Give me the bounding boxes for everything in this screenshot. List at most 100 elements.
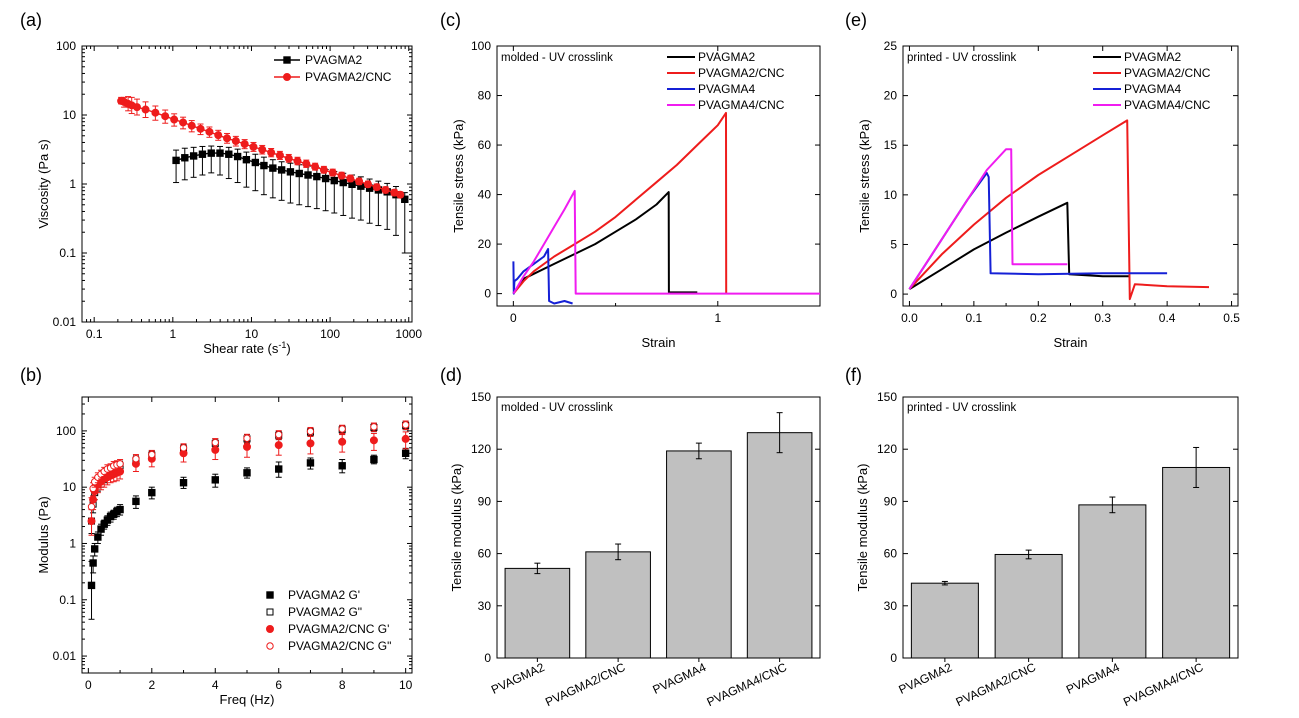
y-tick-label: 10	[63, 108, 77, 122]
data-point	[401, 421, 410, 429]
x-tick-label: 1000	[395, 327, 422, 341]
x-tick-label: 8	[339, 678, 346, 692]
panel-d: (d) 0 30 60 90 120 150 Tensile modulus (kPa) mol…	[440, 365, 821, 709]
data-point	[396, 190, 405, 199]
data-point	[274, 441, 283, 450]
legend: PVAGMA2 PVAGMA2/CNC PVAGMA4 PVAGMA4/CNC	[1093, 50, 1211, 112]
series-b-0	[87, 447, 410, 620]
data-point	[338, 462, 346, 470]
data-point	[94, 533, 102, 541]
y-tick-label: 0.1	[59, 246, 76, 260]
annotation: printed - UV crosslink	[907, 52, 1017, 64]
panel-e: (e) 0 5 10 15 20 25 0.0 0.1 0.2 0.3 0.4 0.5 Tensile s…	[845, 10, 1240, 350]
data-point	[284, 154, 293, 163]
y-tick-label: 20	[478, 237, 492, 251]
series-line-1	[512, 111, 728, 295]
x-tick-label: 1	[714, 311, 721, 325]
legend-label: PVAGMA2/CNC	[698, 66, 785, 80]
panel-label: (e)	[845, 10, 867, 30]
data-point	[306, 459, 315, 467]
y-tick-label: 150	[471, 390, 491, 404]
y-tick-label: 100	[471, 39, 491, 53]
y-tick-label: 0	[890, 287, 897, 301]
legend-marker	[283, 73, 291, 81]
x-axis-label: Strain	[642, 335, 676, 350]
data-point	[370, 455, 378, 464]
y-tick-label: 100	[56, 424, 76, 438]
data-point	[275, 465, 283, 473]
panel-label: (d)	[440, 365, 462, 385]
y-axis-label: Tensile modulus (kPa)	[855, 464, 870, 592]
data-point	[338, 425, 346, 433]
data-point	[258, 145, 267, 154]
data-point	[243, 434, 251, 442]
data-point	[306, 427, 315, 436]
data-point	[181, 154, 189, 162]
legend-marker	[266, 591, 274, 599]
y-tick-label: 10	[63, 480, 77, 494]
data-point	[231, 136, 240, 145]
legend-label: PVAGMA2/CNC	[1124, 66, 1211, 80]
legend-label: PVAGMA4	[698, 82, 755, 96]
x-tick-label: 0.3	[1094, 311, 1111, 325]
series-line-1	[908, 119, 1210, 301]
data-point	[302, 159, 311, 168]
y-tick-label: 10	[884, 188, 898, 202]
x-tick-label: 0	[510, 311, 517, 325]
legend-label: PVAGMA4/CNC	[698, 98, 785, 112]
x-tick-label: 1	[169, 327, 176, 341]
data-point	[207, 149, 215, 157]
data-point	[216, 149, 224, 157]
category-label: PVAGMA4/CNC	[705, 660, 790, 709]
y-tick-label: 0.01	[53, 649, 77, 663]
category-label: PVAGMA4	[1064, 660, 1122, 697]
y-tick-label: 150	[877, 390, 897, 404]
legend: PVAGMA2 PVAGMA2/CNC	[274, 53, 392, 84]
x-axis-label: Strain	[1054, 335, 1088, 350]
data-point	[321, 174, 330, 183]
y-tick-label: 5	[890, 237, 897, 251]
data-point	[267, 148, 276, 157]
x-tick-label: 0.5	[1223, 311, 1240, 325]
data-point	[172, 156, 180, 165]
plot-frame-c	[496, 45, 821, 307]
y-tick-label: 120	[471, 442, 491, 456]
series-line-3	[512, 189, 820, 295]
data-point	[330, 176, 338, 185]
data-point	[148, 488, 156, 497]
annotation: molded - UV crosslink	[501, 52, 613, 64]
data-point	[148, 450, 156, 459]
category-label: PVAGMA2/CNC	[954, 660, 1039, 709]
category-label: PVAGMA2	[896, 660, 954, 697]
y-tick-label: 25	[884, 39, 898, 53]
legend-marker	[266, 608, 274, 616]
data-point	[286, 168, 295, 176]
data-point	[251, 158, 260, 167]
data-point	[132, 455, 140, 463]
y-tick-label: 0	[484, 287, 491, 301]
series-line-2	[512, 248, 573, 305]
data-point	[170, 115, 179, 124]
series-b-2	[87, 431, 410, 536]
data-point	[179, 444, 188, 452]
data-point	[151, 108, 160, 117]
bar	[910, 582, 979, 659]
data-point	[141, 105, 150, 114]
data-point	[89, 559, 97, 567]
data-point	[338, 437, 347, 446]
series-line-0	[512, 191, 698, 295]
legend: PVAGMA2 PVAGMA2/CNC PVAGMA4 PVAGMA4/CNC	[667, 50, 785, 112]
x-tick-label: 0.4	[1159, 311, 1176, 325]
legend-label: PVAGMA4	[1124, 82, 1181, 96]
bar	[666, 450, 732, 659]
data-point	[372, 183, 381, 192]
data-point	[243, 469, 251, 477]
y-axis-label: Viscosity (Pa s)	[36, 139, 51, 228]
series-b-3	[87, 420, 410, 522]
y-tick-label: 60	[478, 138, 492, 152]
legend-marker	[266, 625, 274, 633]
plot-frame-f	[902, 396, 1239, 659]
data-point	[260, 161, 268, 170]
data-point	[275, 430, 283, 439]
